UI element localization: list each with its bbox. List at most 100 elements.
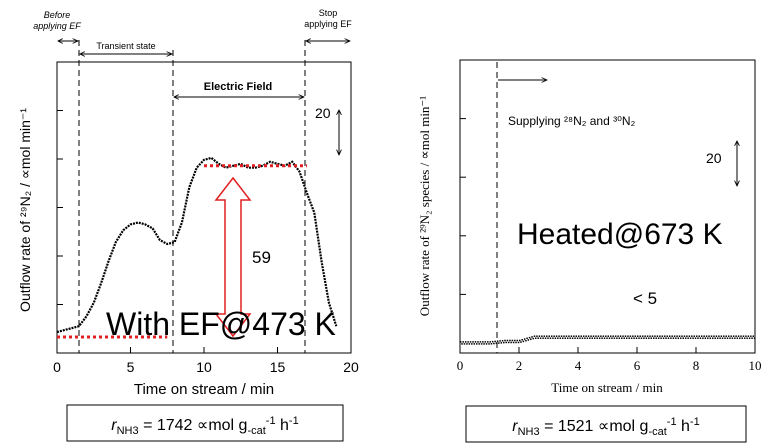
right-data-point [649, 335, 651, 337]
right-data-point [624, 335, 627, 337]
right-data-point [708, 335, 710, 337]
right-data-point [662, 337, 665, 339]
right-data-point [724, 337, 726, 339]
right-data-point [552, 337, 554, 339]
right-data-point [495, 342, 498, 345]
right-data-point [721, 337, 724, 339]
right-data-point [571, 337, 574, 339]
right-series-points [460, 335, 756, 345]
left-x-tick-label: 20 [343, 359, 359, 375]
right-chart: 0 2 4 6 8 10 Supplying ²⁸N₂ and ³⁰N₂ 20 Heate… [417, 59, 762, 443]
delta-label: 59 [252, 248, 271, 267]
left-rate-text: rNH3 = 1742 ∝mol g-cat-1 h-1 [111, 415, 298, 437]
right-data-point [702, 337, 704, 339]
right-data-point [696, 335, 698, 337]
right-data-point [666, 335, 668, 337]
right-data-point [598, 337, 601, 339]
right-x-tick-label: 0 [457, 358, 464, 373]
right-data-point [460, 341, 462, 343]
right-data-point [543, 335, 546, 337]
right-data-point [584, 337, 586, 339]
right-data-point [496, 340, 499, 342]
right-data-point [490, 343, 493, 345]
right-data-point [475, 343, 478, 345]
right-data-point [719, 337, 721, 339]
right-data-point [659, 335, 661, 337]
right-data-point [635, 337, 638, 339]
right-data-point [678, 335, 681, 337]
right-data-point [503, 341, 505, 344]
right-data-point [554, 337, 557, 339]
right-data-point [640, 337, 643, 339]
right-data-point [558, 335, 560, 337]
right-data-point [575, 335, 578, 337]
left-x-tick-label: 10 [196, 359, 212, 375]
right-data-point [746, 337, 748, 339]
right-scale-label: 20 [706, 150, 722, 166]
right-data-point [603, 337, 606, 339]
right-data-point [461, 343, 463, 345]
right-data-point [601, 337, 603, 339]
right-x-ticks: 0 2 4 6 8 10 [457, 347, 762, 373]
right-data-point [553, 335, 555, 337]
right-data-point [675, 337, 677, 339]
right-data-point [592, 335, 595, 337]
right-data-point [484, 341, 487, 343]
right-data-point [692, 337, 694, 339]
right-data-point [711, 337, 714, 339]
right-data-point [500, 342, 503, 344]
right-data-point [729, 337, 731, 339]
right-data-point [539, 337, 542, 339]
right-data-point [725, 335, 727, 337]
right-data-point [686, 335, 688, 337]
right-data-point [639, 335, 641, 337]
right-data-point [618, 337, 621, 339]
right-data-point [536, 335, 538, 337]
right-data-point [578, 335, 580, 337]
right-data-point [703, 335, 705, 337]
right-data-point [463, 343, 466, 345]
right-data-point [534, 337, 537, 339]
right-data-point [542, 337, 544, 339]
right-data-point [611, 337, 613, 339]
right-data-point [581, 337, 584, 339]
right-data-point [634, 335, 637, 337]
right-data-point [735, 335, 737, 337]
right-x-axis-label: Time on stream / min [551, 380, 663, 395]
right-data-point [625, 337, 628, 339]
right-data-point [742, 335, 745, 337]
right-data-point [657, 337, 660, 339]
right-data-point [680, 337, 682, 339]
right-data-point [586, 337, 589, 339]
right-data-point [549, 337, 552, 339]
right-data-point [528, 336, 531, 339]
right-annotation: Supplying ²⁸N₂ and ³⁰N₂ [508, 114, 636, 128]
left-x-axis-label: Time on stream / min [134, 381, 274, 398]
right-data-point [673, 335, 676, 337]
right-data-point [570, 335, 573, 337]
left-scale-label: 20 [315, 105, 331, 121]
right-data-point [684, 337, 687, 339]
right-data-point [589, 337, 591, 339]
right-data-point [485, 343, 488, 345]
right-data-point [562, 337, 564, 339]
right-data-point [707, 337, 709, 339]
right-data-point [527, 339, 530, 341]
right-data-point [753, 337, 756, 339]
right-data-point [633, 337, 635, 339]
right-data-point [619, 335, 622, 337]
right-data-point [600, 335, 602, 337]
right-rate-text: rNH3 = 1521 ∝mol g-cat-1 h-1 [512, 416, 699, 438]
right-data-point [682, 337, 684, 339]
right-data-point [752, 335, 755, 337]
right-data-point [714, 337, 716, 339]
right-data-point [530, 338, 532, 341]
right-data-point [489, 341, 491, 343]
right-data-point [617, 335, 619, 337]
right-data-point [727, 335, 730, 337]
right-data-point [515, 341, 517, 344]
right-data-point [748, 337, 751, 339]
right-data-point [608, 337, 611, 339]
right-data-point [652, 337, 655, 339]
right-data-point [691, 335, 693, 337]
